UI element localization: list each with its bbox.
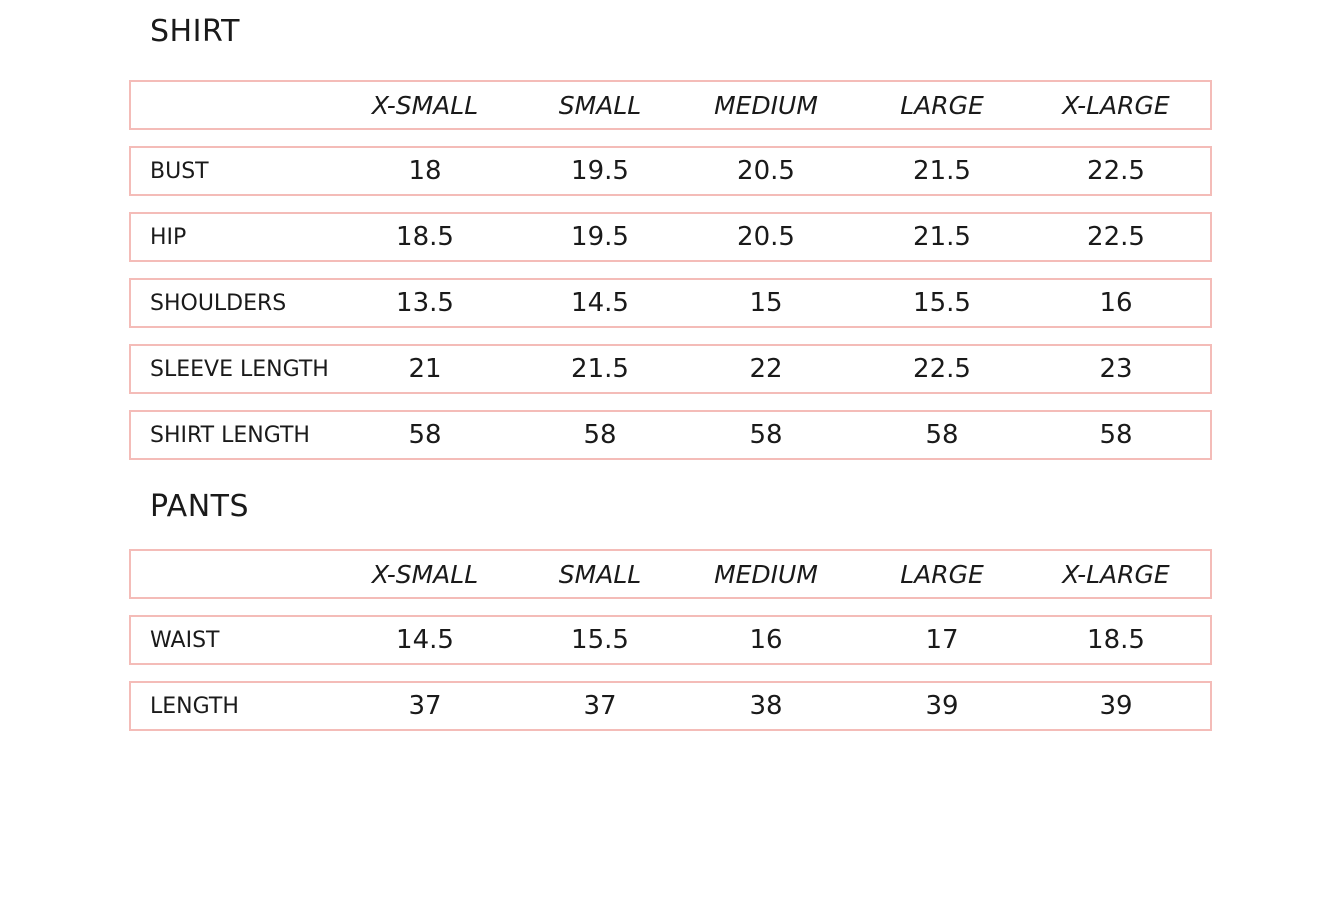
- size-value: 58: [408, 420, 442, 450]
- table-row: SLEEVE LENGTH 21 21.5 22 22.5 23: [129, 344, 1212, 394]
- size-value: 37: [583, 691, 617, 721]
- column-header: X-LARGE: [1062, 90, 1170, 120]
- size-value: 13.5: [396, 288, 454, 318]
- size-value: 20.5: [737, 222, 795, 252]
- pants-title: PANTS: [150, 489, 250, 524]
- column-header: SMALL: [558, 559, 642, 589]
- size-value: 15.5: [913, 288, 971, 318]
- column-header: X-LARGE: [1062, 559, 1170, 589]
- table-row: HIP 18.5 19.5 20.5 21.5 22.5: [129, 212, 1212, 262]
- row-label: HIP: [150, 224, 187, 250]
- size-value: 22.5: [1087, 156, 1145, 186]
- row-label: SHIRT LENGTH: [150, 422, 310, 448]
- table-row: SHIRT LENGTH 58 58 58 58 58: [129, 410, 1212, 460]
- size-value: 22.5: [1087, 222, 1145, 252]
- size-value: 58: [1099, 420, 1133, 450]
- column-header: SMALL: [558, 90, 642, 120]
- size-value: 21: [408, 354, 442, 384]
- column-header: LARGE: [900, 559, 984, 589]
- size-value: 22.5: [913, 354, 971, 384]
- size-value: 22: [749, 354, 783, 384]
- table-row: SHOULDERS 13.5 14.5 15 15.5 16: [129, 278, 1212, 328]
- table-row: WAIST 14.5 15.5 16 17 18.5: [129, 615, 1212, 665]
- size-value: 38: [749, 691, 783, 721]
- size-value: 18: [408, 156, 442, 186]
- size-value: 14.5: [396, 625, 454, 655]
- size-value: 20.5: [737, 156, 795, 186]
- column-header: MEDIUM: [714, 559, 818, 589]
- table-row: BUST 18 19.5 20.5 21.5 22.5: [129, 146, 1212, 196]
- row-label: BUST: [150, 158, 209, 184]
- column-header: [150, 551, 370, 597]
- size-value: 58: [925, 420, 959, 450]
- shirt-title: SHIRT: [150, 14, 240, 49]
- size-value: 16: [749, 625, 783, 655]
- column-header: X-SMALL: [371, 90, 479, 120]
- size-value: 37: [408, 691, 442, 721]
- size-value: 14.5: [571, 288, 629, 318]
- size-value: 58: [583, 420, 617, 450]
- size-value: 58: [749, 420, 783, 450]
- header-row: X-SMALL SMALL MEDIUM LARGE X-LARGE: [129, 80, 1212, 130]
- column-header: MEDIUM: [714, 90, 818, 120]
- size-value: 21.5: [913, 156, 971, 186]
- row-label: WAIST: [150, 627, 220, 653]
- size-value: 18.5: [1087, 625, 1145, 655]
- row-label: SLEEVE LENGTH: [150, 356, 329, 382]
- size-value: 15: [749, 288, 783, 318]
- column-header: X-SMALL: [371, 559, 479, 589]
- size-value: 18.5: [396, 222, 454, 252]
- size-value: 15.5: [571, 625, 629, 655]
- column-header: LARGE: [900, 90, 984, 120]
- row-label: SHOULDERS: [150, 290, 287, 316]
- row-label: LENGTH: [150, 693, 239, 719]
- size-value: 39: [1099, 691, 1133, 721]
- size-value: 19.5: [571, 222, 629, 252]
- shirt-size-table: X-SMALL SMALL MEDIUM LARGE X-LARGE BUST 18 19.5…: [129, 80, 1212, 476]
- size-value: 17: [925, 625, 959, 655]
- size-value: 19.5: [571, 156, 629, 186]
- size-value: 16: [1099, 288, 1133, 318]
- header-row: X-SMALL SMALL MEDIUM LARGE X-LARGE: [129, 549, 1212, 599]
- table-row: LENGTH 37 37 38 39 39: [129, 681, 1212, 731]
- column-header: [150, 82, 370, 128]
- size-value: 21.5: [913, 222, 971, 252]
- pants-size-table: X-SMALL SMALL MEDIUM LARGE X-LARGE WAIST 14.5 1…: [129, 549, 1212, 747]
- size-value: 39: [925, 691, 959, 721]
- size-value: 21.5: [571, 354, 629, 384]
- size-value: 23: [1099, 354, 1133, 384]
